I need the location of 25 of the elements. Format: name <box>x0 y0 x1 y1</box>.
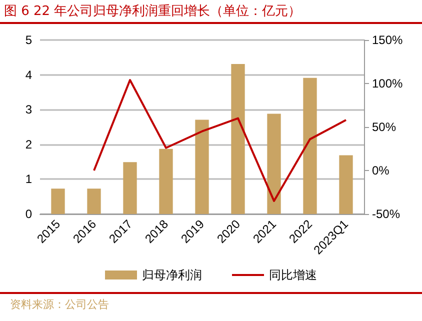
y2-tick-label: -50% <box>372 207 400 221</box>
bar <box>159 148 173 214</box>
y2-tick-label: 150% <box>372 33 404 47</box>
bar <box>267 114 281 214</box>
legend-label: 归母净利润 <box>142 268 202 282</box>
bar <box>195 120 209 214</box>
bar <box>339 155 353 214</box>
text: 资料来源：公司公告 <box>10 297 109 312</box>
bar <box>51 188 65 214</box>
y-tick-label: 1 <box>25 172 32 186</box>
bar <box>123 162 137 214</box>
y-tick-label: 4 <box>25 68 32 82</box>
y-tick-label: 2 <box>25 137 32 152</box>
line-series <box>93 79 347 202</box>
chart-title: 图 6 22 年公司归母净利润重回增长（单位：亿元） <box>4 3 302 20</box>
y-tick-label: 5 <box>25 33 32 47</box>
y-tick-label: 3 <box>25 102 32 117</box>
y2-tick-label: 0% <box>372 164 390 178</box>
bar <box>303 78 317 214</box>
bar <box>231 64 245 214</box>
y-tick-label: 0 <box>25 207 32 221</box>
bar <box>87 188 101 214</box>
y2-tick-label: 100% <box>372 76 404 90</box>
y2-tick-label: 50% <box>372 120 396 134</box>
legend-label: 同比增速 <box>269 268 317 282</box>
